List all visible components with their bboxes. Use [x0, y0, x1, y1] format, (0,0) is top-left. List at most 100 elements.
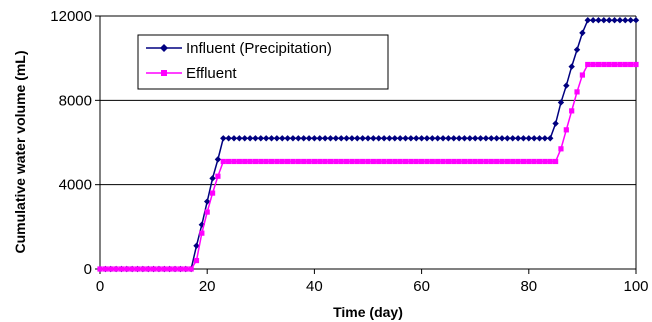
data-point-1-62: [429, 158, 435, 165]
data-point-1-84: [547, 158, 553, 165]
data-point-0-18: [193, 242, 200, 250]
data-point-0-64: [439, 135, 447, 142]
series-line-1: [100, 63, 636, 270]
data-point-0-27: [241, 135, 248, 142]
legend-marker-influent: [160, 44, 168, 52]
data-point-1-88: [569, 108, 575, 114]
data-point-0-42: [321, 135, 329, 142]
data-point-1-57: [402, 158, 409, 165]
data-point-1-27: [242, 158, 248, 165]
data-point-1-6: [129, 266, 135, 272]
data-point-1-42: [322, 158, 328, 165]
data-point-0-21: [209, 175, 216, 182]
data-point-1-22: [215, 173, 221, 179]
data-point-1-54: [386, 158, 393, 165]
data-point-0-76: [504, 135, 511, 142]
data-point-1-87: [563, 127, 569, 133]
data-point-0-26: [236, 135, 243, 142]
data-point-1-11: [156, 266, 162, 272]
data-point-0-23: [220, 135, 227, 142]
data-point-1-29: [252, 158, 259, 165]
data-point-0-99: [627, 17, 634, 24]
legend-label-effluent: Effluent: [186, 65, 237, 82]
data-point-0-51: [370, 135, 377, 142]
data-point-1-16: [183, 266, 189, 272]
data-point-1-8: [140, 266, 146, 272]
data-point-0-77: [509, 135, 516, 142]
data-point-1-70: [472, 158, 478, 165]
data-point-1-96: [611, 61, 618, 68]
data-point-0-80: [525, 135, 532, 142]
data-point-1-21: [209, 190, 216, 196]
data-point-1-92: [590, 61, 596, 68]
data-point-0-57: [402, 135, 409, 142]
data-point-1-5: [124, 266, 130, 272]
data-point-0-78: [514, 135, 522, 142]
data-point-0-54: [386, 135, 393, 142]
data-point-0-44: [332, 135, 340, 142]
data-point-1-13: [167, 266, 173, 272]
x-tick-label-20: 20: [199, 278, 216, 295]
legend: Influent (Precipitation) Effluent: [137, 34, 389, 90]
data-point-0-65: [445, 135, 452, 142]
data-point-0-56: [396, 135, 404, 142]
data-point-0-49: [359, 135, 366, 142]
data-point-0-81: [530, 135, 538, 142]
legend-marker-effluent: [161, 70, 167, 76]
data-point-1-74: [494, 158, 500, 165]
data-point-1-68: [461, 158, 468, 165]
data-point-0-88: [568, 63, 575, 70]
data-point-1-100: [633, 61, 639, 68]
data-point-1-78: [515, 158, 521, 165]
data-point-0-97: [616, 17, 624, 24]
data-point-1-23: [220, 158, 226, 165]
data-point-1-90: [579, 72, 585, 78]
data-point-0-90: [579, 29, 586, 37]
data-point-1-4: [118, 266, 125, 272]
data-point-0-25: [230, 135, 238, 142]
y-tick-label-12000: 12000: [50, 8, 92, 25]
data-point-1-35: [285, 158, 291, 165]
data-point-0-22: [214, 156, 222, 163]
data-point-1-32: [268, 158, 275, 165]
data-point-1-41: [317, 158, 323, 165]
data-point-1-39: [306, 158, 312, 165]
y-tick-label-4000: 4000: [59, 177, 92, 194]
data-point-0-50: [364, 135, 372, 142]
data-point-0-29: [252, 135, 259, 142]
data-point-1-95: [606, 61, 612, 68]
data-point-0-53: [380, 135, 388, 142]
data-point-1-60: [419, 158, 425, 165]
data-point-1-37: [295, 158, 301, 165]
data-point-0-36: [289, 135, 297, 142]
data-point-0-75: [498, 135, 506, 142]
data-point-0-33: [273, 135, 281, 142]
data-point-1-71: [477, 158, 484, 165]
data-point-1-19: [199, 230, 205, 236]
data-point-1-12: [161, 266, 167, 272]
data-point-1-3: [113, 266, 119, 272]
data-point-0-59: [413, 135, 420, 142]
data-point-0-34: [279, 135, 286, 142]
data-point-0-71: [477, 135, 484, 142]
data-point-0-79: [520, 135, 527, 142]
data-point-1-36: [290, 158, 296, 165]
data-point-1-18: [193, 257, 200, 264]
data-point-1-20: [204, 209, 210, 215]
data-point-1-55: [392, 158, 398, 165]
data-point-0-72: [482, 135, 490, 142]
data-point-1-63: [435, 158, 441, 165]
data-point-0-45: [338, 135, 345, 142]
data-point-1-93: [595, 61, 602, 68]
x-axis-title: Time (day): [333, 304, 403, 320]
data-point-1-99: [628, 61, 634, 68]
data-point-0-73: [488, 135, 495, 142]
data-point-1-75: [499, 158, 505, 165]
tick-labels: 0 4000 8000 12000 0 20 40 60 80 100: [50, 8, 648, 295]
data-point-1-64: [440, 158, 446, 165]
data-point-1-50: [365, 158, 371, 165]
data-point-0-84: [547, 135, 554, 142]
data-point-0-35: [284, 135, 291, 142]
data-point-0-30: [257, 135, 264, 142]
data-point-0-46: [343, 135, 350, 142]
